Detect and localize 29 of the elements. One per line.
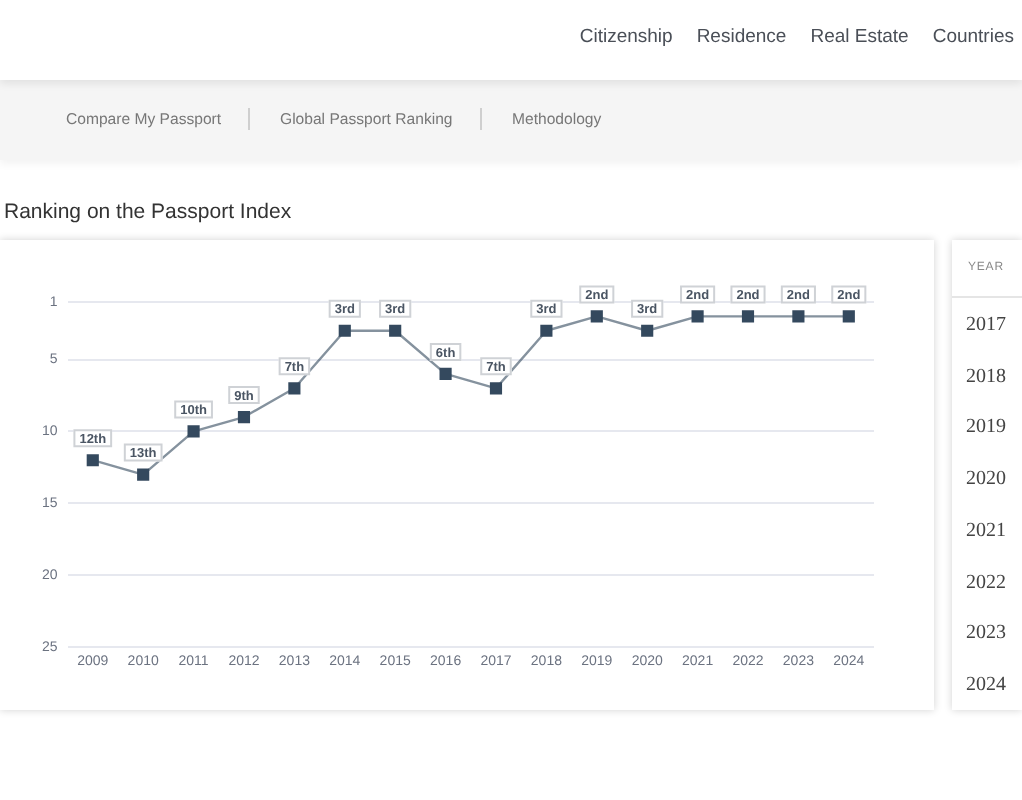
text: 2021	[966, 519, 1006, 542]
text: 2024	[966, 673, 1006, 696]
point	[187, 425, 200, 438]
text: Citizenship	[579, 26, 673, 48]
point	[389, 324, 402, 337]
point	[237, 410, 251, 424]
text: 2023	[966, 622, 1006, 645]
point	[792, 310, 805, 323]
point	[691, 310, 704, 323]
text: 2017	[966, 314, 1006, 336]
point	[540, 324, 553, 337]
text: Residence	[696, 26, 787, 48]
point	[641, 324, 654, 337]
point	[338, 324, 351, 337]
text: 2020	[966, 468, 1006, 491]
chart-title: Ranking on the Passport Index	[4, 200, 292, 224]
text: 2022	[966, 571, 1006, 593]
point	[439, 367, 452, 380]
point	[86, 454, 99, 467]
point	[288, 382, 301, 395]
text: 2019	[966, 416, 1006, 439]
point	[741, 310, 755, 323]
text: Real Estate	[810, 26, 909, 48]
text: Countries	[932, 26, 1014, 48]
point	[842, 310, 855, 323]
point	[137, 468, 150, 481]
point	[489, 382, 503, 395]
point	[590, 310, 603, 323]
text: 2018	[966, 365, 1006, 388]
